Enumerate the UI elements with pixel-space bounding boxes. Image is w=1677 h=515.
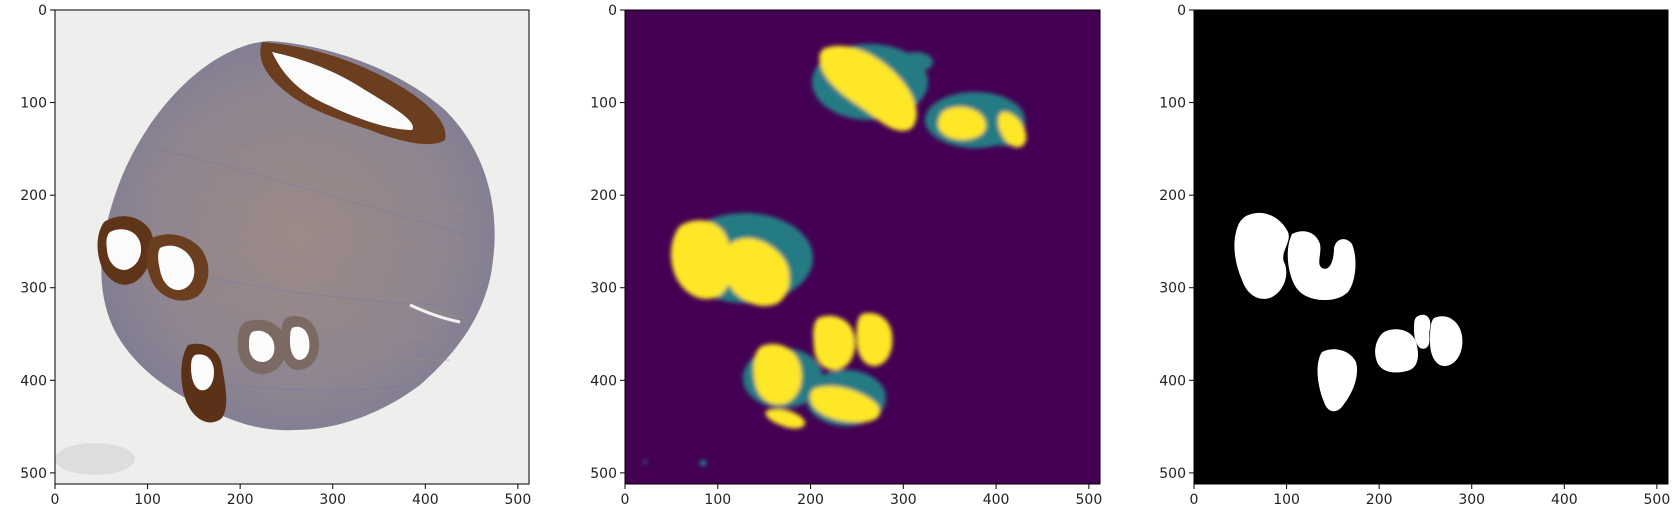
tissue-xtick-label: 400 bbox=[412, 492, 439, 508]
gland-bottom-left-lumen bbox=[191, 354, 214, 391]
tissue-xtick-label: 200 bbox=[227, 492, 254, 508]
mask-ytick-label: 0 bbox=[1177, 3, 1186, 19]
probability-ytick-label: 300 bbox=[590, 281, 617, 297]
tissue-ytick-label: 500 bbox=[20, 466, 47, 482]
tissue-xtick-label: 300 bbox=[319, 492, 346, 508]
mask-xtick-label: 100 bbox=[1273, 492, 1300, 508]
mask-panel bbox=[1193, 9, 1669, 485]
probability-xtick-label: 200 bbox=[797, 492, 824, 508]
mask-ytick-label: 300 bbox=[1159, 281, 1186, 297]
tissue-ytick-label: 100 bbox=[20, 96, 47, 112]
heatmap-blob-left-1 bbox=[671, 220, 733, 299]
mask-ytick-label: 200 bbox=[1159, 188, 1186, 204]
heatmap-blob-bottom-small bbox=[765, 408, 806, 429]
gland-top-lumen bbox=[272, 52, 413, 130]
mask-blob-left-1 bbox=[1234, 212, 1289, 299]
mask-blob-bottom-1 bbox=[1317, 349, 1358, 412]
probability-xtick-label: 300 bbox=[890, 492, 917, 508]
mask-ytick-label: 500 bbox=[1159, 466, 1186, 482]
heatmap-blob-left-2 bbox=[724, 237, 790, 307]
heatmap-blob-top-far-right bbox=[998, 111, 1027, 148]
probability-xtick-label: 100 bbox=[704, 492, 731, 508]
tissue-ytick-label: 300 bbox=[20, 281, 47, 297]
tissue-crack bbox=[409, 303, 461, 324]
probability-ytick-label: 200 bbox=[590, 188, 617, 204]
tissue-ytick-label: 0 bbox=[38, 3, 47, 19]
heatmap-blobs bbox=[643, 44, 1027, 466]
probability-ytick-label: 100 bbox=[590, 96, 617, 112]
heatmap-blob-top bbox=[819, 45, 917, 131]
gland-left-2-lumen bbox=[158, 245, 195, 291]
mask-xtick-label: 500 bbox=[1644, 492, 1671, 508]
probability-ytick-label: 400 bbox=[590, 373, 617, 389]
heatmap-blob-mid-2 bbox=[813, 315, 856, 371]
probability-xtick-label: 500 bbox=[1076, 492, 1103, 508]
mask-xtick-label: 300 bbox=[1458, 492, 1485, 508]
probability-ytick-label: 500 bbox=[590, 466, 617, 482]
faint-smudge bbox=[55, 443, 135, 475]
tissue-axes-frame bbox=[54, 9, 530, 485]
mask-blob-bottom-4 bbox=[1430, 316, 1463, 367]
tissue-xtick-label: 500 bbox=[505, 492, 532, 508]
probability-ytick-label: 0 bbox=[608, 3, 617, 19]
mask-blob-bottom-3 bbox=[1414, 314, 1431, 349]
mask-axes-frame bbox=[1193, 9, 1669, 485]
tissue-ytick-label: 400 bbox=[20, 373, 47, 389]
mask-xtick-label: 0 bbox=[1190, 492, 1199, 508]
mask-blob-left-2 bbox=[1287, 231, 1356, 301]
tissue-xtick-label: 100 bbox=[134, 492, 161, 508]
heatmap-blob-bottom bbox=[809, 385, 881, 423]
probability-panel bbox=[624, 9, 1101, 485]
probability-xtick-label: 400 bbox=[983, 492, 1010, 508]
mask-xtick-label: 400 bbox=[1551, 492, 1578, 508]
probability-xtick-label: 0 bbox=[621, 492, 630, 508]
gland-center-1-lumen bbox=[249, 330, 275, 362]
tissue-panel bbox=[54, 9, 530, 485]
mask-blob-bottom-2 bbox=[1375, 329, 1418, 373]
mask-ytick-label: 100 bbox=[1159, 96, 1186, 112]
heatmap-blob-top-right bbox=[937, 106, 987, 140]
tissue-xtick-label: 0 bbox=[51, 492, 60, 508]
mask-blobs bbox=[1234, 212, 1463, 412]
heatmap-blob-mid-3 bbox=[856, 312, 893, 367]
heatmap-axes-frame bbox=[624, 9, 1101, 485]
gland-center-2-lumen bbox=[290, 326, 310, 360]
heatmap-blob-mid-1 bbox=[753, 344, 802, 405]
mask-xtick-label: 200 bbox=[1366, 492, 1393, 508]
mask-ytick-label: 400 bbox=[1159, 373, 1186, 389]
tissue-ytick-label: 200 bbox=[20, 188, 47, 204]
gland-left-1-lumen bbox=[106, 229, 142, 270]
